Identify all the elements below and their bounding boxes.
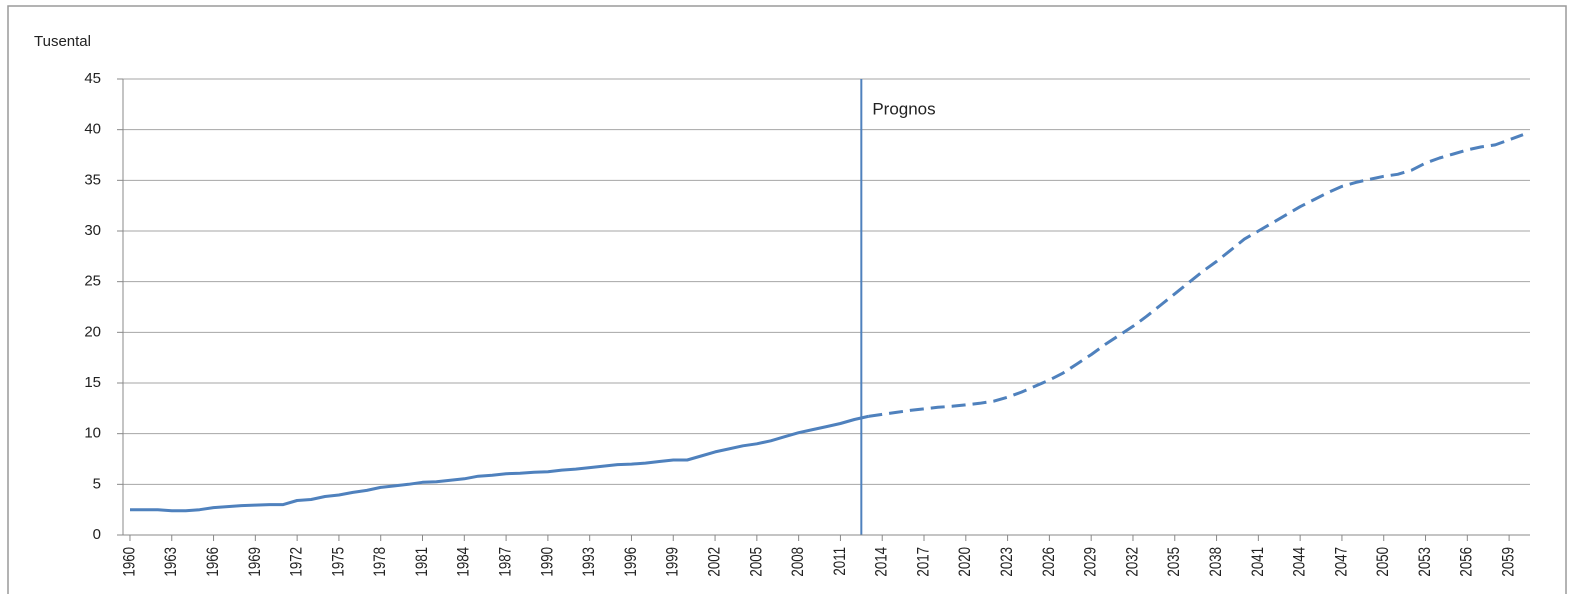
x-tick-label: 2017 bbox=[914, 547, 933, 577]
x-tick-label: 2044 bbox=[1290, 547, 1309, 577]
x-tick-label: 2008 bbox=[789, 547, 808, 577]
x-tick-label: 2002 bbox=[705, 547, 724, 577]
y-tick-label: 20 bbox=[84, 323, 101, 340]
x-tick-label: 2023 bbox=[998, 547, 1017, 577]
y-tick-label: 5 bbox=[93, 475, 101, 492]
x-tick-label: 2053 bbox=[1416, 547, 1435, 577]
x-tick-label: 1981 bbox=[413, 547, 432, 577]
x-tick-label: 2026 bbox=[1039, 547, 1058, 577]
chart-frame bbox=[7, 5, 1567, 594]
x-tick-label: 2047 bbox=[1332, 547, 1351, 577]
x-tick-label: 2038 bbox=[1207, 547, 1226, 577]
x-tick-label: 1987 bbox=[496, 547, 515, 577]
x-tick-label: 1969 bbox=[245, 547, 264, 577]
x-tick-label: 1975 bbox=[329, 547, 348, 577]
y-tick-label: 35 bbox=[84, 171, 101, 188]
y-tick-label: 0 bbox=[93, 526, 101, 543]
x-tick-label: 2041 bbox=[1248, 547, 1267, 577]
x-tick-label: 2059 bbox=[1499, 547, 1518, 577]
line-series bbox=[868, 133, 1524, 418]
x-tick-label: 1966 bbox=[204, 547, 223, 577]
x-tick-label: 1996 bbox=[621, 547, 640, 577]
annotation-label: Prognos bbox=[872, 99, 935, 118]
x-tick-label: 1993 bbox=[580, 547, 599, 577]
y-tick-label: 15 bbox=[84, 374, 101, 391]
x-tick-label: 2005 bbox=[747, 547, 766, 577]
x-tick-label: 1978 bbox=[371, 547, 390, 577]
x-tick-label: 2029 bbox=[1081, 547, 1100, 577]
y-tick-label: 40 bbox=[84, 121, 101, 138]
x-tick-label: 2035 bbox=[1165, 547, 1184, 577]
y-tick-label: 10 bbox=[84, 425, 101, 442]
y-tick-label: 45 bbox=[84, 70, 101, 87]
x-tick-label: 1960 bbox=[120, 547, 139, 577]
x-tick-label: 2020 bbox=[956, 547, 975, 577]
x-tick-label: 1984 bbox=[454, 547, 473, 577]
x-tick-label: 2011 bbox=[830, 547, 849, 576]
x-tick-label: 1999 bbox=[663, 547, 682, 577]
x-tick-label: 2032 bbox=[1123, 547, 1142, 577]
y-tick-label: 30 bbox=[84, 222, 101, 239]
line-series bbox=[130, 414, 869, 513]
x-tick-label: 1972 bbox=[287, 547, 306, 577]
x-tick-label: 1990 bbox=[538, 547, 557, 577]
y-axis-label: Tusental bbox=[34, 33, 91, 50]
x-tick-label: 2050 bbox=[1374, 547, 1393, 577]
y-tick-label: 25 bbox=[84, 273, 101, 290]
x-tick-label: 2056 bbox=[1457, 547, 1476, 577]
x-tick-label: 1963 bbox=[162, 547, 181, 577]
x-tick-label: 2014 bbox=[872, 547, 891, 577]
